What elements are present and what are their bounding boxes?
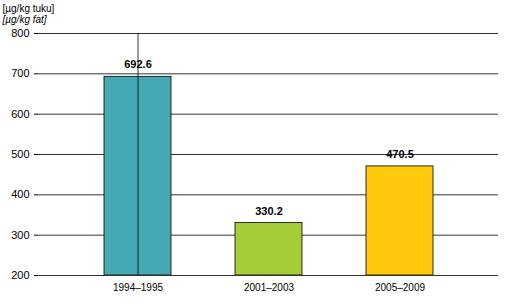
svg-text:[µg/kg fat]: [µg/kg fat]: [2, 14, 47, 25]
svg-text:800: 800: [11, 27, 29, 39]
svg-text:400: 400: [11, 188, 29, 200]
svg-text:1994–1995: 1994–1995: [113, 282, 163, 293]
svg-text:200: 200: [11, 269, 29, 281]
svg-text:[µg/kg tuku]: [µg/kg tuku]: [3, 3, 55, 14]
svg-text:600: 600: [11, 108, 29, 120]
svg-text:300: 300: [11, 229, 29, 241]
svg-text:2005–2009: 2005–2009: [375, 282, 425, 293]
svg-text:692.6: 692.6: [124, 58, 152, 71]
svg-text:330.2: 330.2: [255, 205, 283, 217]
svg-text:700: 700: [11, 67, 29, 79]
svg-text:500: 500: [11, 148, 29, 160]
svg-text:470.5: 470.5: [386, 148, 414, 160]
svg-text:2001–2003: 2001–2003: [244, 282, 294, 293]
